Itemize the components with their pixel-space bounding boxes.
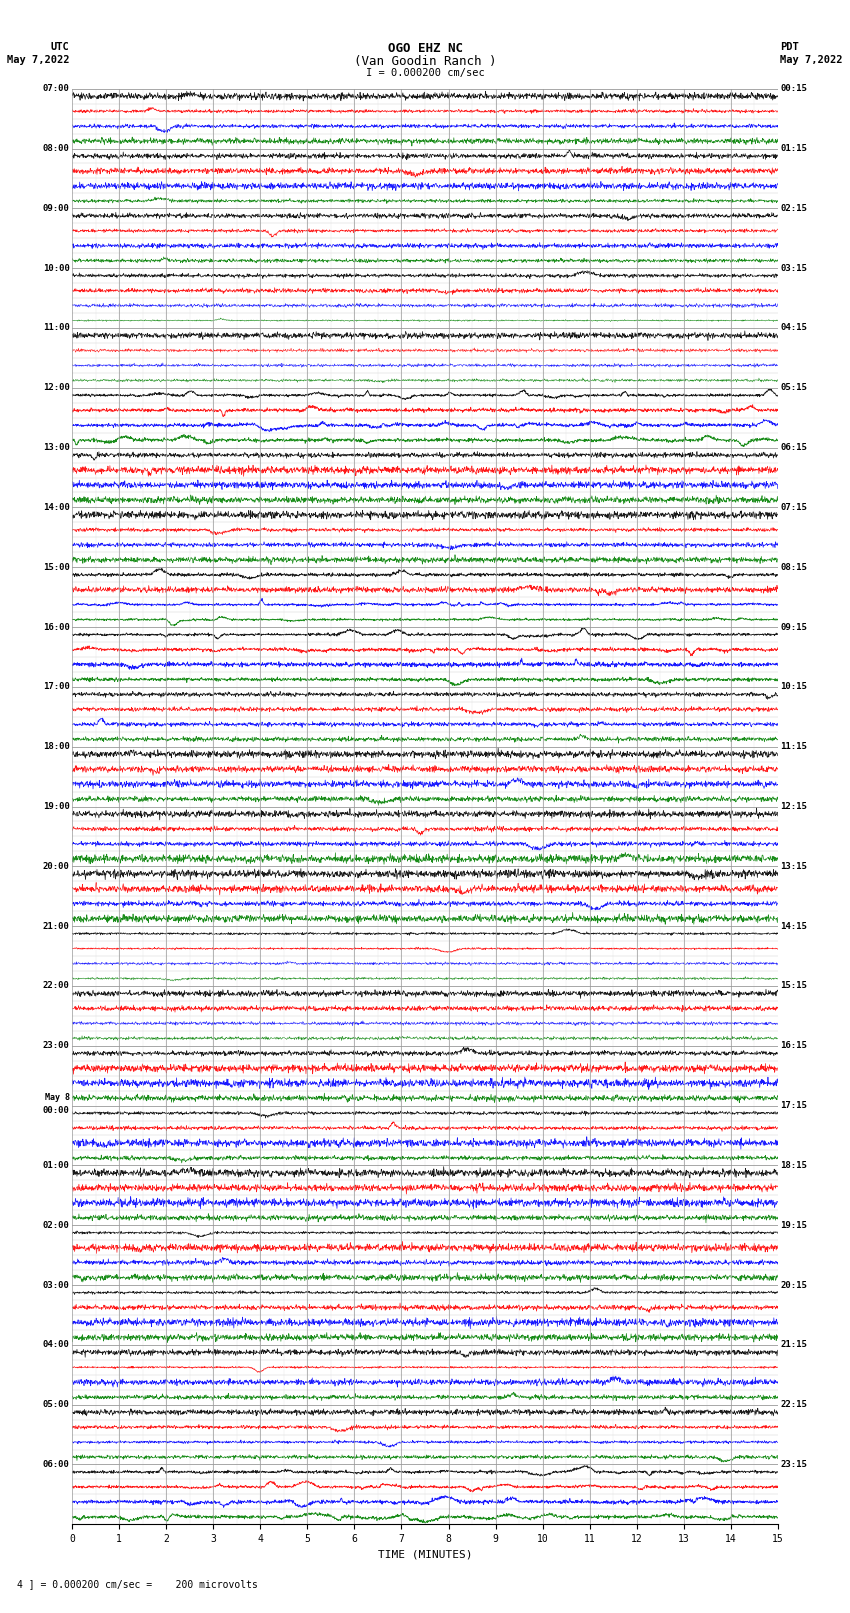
Text: 06:15: 06:15 <box>780 444 808 452</box>
Text: 09:15: 09:15 <box>780 623 808 632</box>
Text: 08:00: 08:00 <box>42 144 70 153</box>
Text: 12:15: 12:15 <box>780 802 808 811</box>
Text: 11:00: 11:00 <box>42 324 70 332</box>
Text: 20:00: 20:00 <box>42 861 70 871</box>
Text: May 7,2022: May 7,2022 <box>780 55 843 65</box>
Text: 00:00: 00:00 <box>42 1105 70 1115</box>
Text: 09:00: 09:00 <box>42 203 70 213</box>
Text: 13:00: 13:00 <box>42 444 70 452</box>
Text: I = 0.000200 cm/sec: I = 0.000200 cm/sec <box>366 68 484 77</box>
Text: 04:00: 04:00 <box>42 1340 70 1350</box>
Text: 23:00: 23:00 <box>42 1042 70 1050</box>
Text: 16:15: 16:15 <box>780 1042 808 1050</box>
Text: 07:15: 07:15 <box>780 503 808 511</box>
Text: 01:15: 01:15 <box>780 144 808 153</box>
Text: 20:15: 20:15 <box>780 1281 808 1289</box>
Text: UTC: UTC <box>51 42 70 52</box>
Text: (Van Goodin Ranch ): (Van Goodin Ranch ) <box>354 55 496 68</box>
Text: 00:15: 00:15 <box>780 84 808 94</box>
Text: 17:00: 17:00 <box>42 682 70 692</box>
Text: 01:00: 01:00 <box>42 1161 70 1169</box>
Text: 02:00: 02:00 <box>42 1221 70 1229</box>
Text: 10:00: 10:00 <box>42 263 70 273</box>
Text: 15:15: 15:15 <box>780 981 808 990</box>
Text: May 7,2022: May 7,2022 <box>7 55 70 65</box>
Text: 04:15: 04:15 <box>780 324 808 332</box>
Text: PDT: PDT <box>780 42 799 52</box>
Text: OGO EHZ NC: OGO EHZ NC <box>388 42 462 55</box>
Text: 03:00: 03:00 <box>42 1281 70 1289</box>
Text: 14:15: 14:15 <box>780 921 808 931</box>
Text: 05:00: 05:00 <box>42 1400 70 1410</box>
Text: 17:15: 17:15 <box>780 1102 808 1110</box>
Text: 05:15: 05:15 <box>780 384 808 392</box>
Text: 15:00: 15:00 <box>42 563 70 571</box>
Text: 11:15: 11:15 <box>780 742 808 752</box>
Text: 22:00: 22:00 <box>42 981 70 990</box>
Text: 21:15: 21:15 <box>780 1340 808 1350</box>
Text: 07:00: 07:00 <box>42 84 70 94</box>
Text: 14:00: 14:00 <box>42 503 70 511</box>
Text: 19:00: 19:00 <box>42 802 70 811</box>
Text: 12:00: 12:00 <box>42 384 70 392</box>
Text: 4 ] = 0.000200 cm/sec =    200 microvolts: 4 ] = 0.000200 cm/sec = 200 microvolts <box>17 1579 258 1589</box>
Text: 10:15: 10:15 <box>780 682 808 692</box>
Text: 23:15: 23:15 <box>780 1460 808 1469</box>
Text: 13:15: 13:15 <box>780 861 808 871</box>
X-axis label: TIME (MINUTES): TIME (MINUTES) <box>377 1550 473 1560</box>
Text: 02:15: 02:15 <box>780 203 808 213</box>
Text: 08:15: 08:15 <box>780 563 808 571</box>
Text: 03:15: 03:15 <box>780 263 808 273</box>
Text: 18:00: 18:00 <box>42 742 70 752</box>
Text: 06:00: 06:00 <box>42 1460 70 1469</box>
Text: 21:00: 21:00 <box>42 921 70 931</box>
Text: 16:00: 16:00 <box>42 623 70 632</box>
Text: 19:15: 19:15 <box>780 1221 808 1229</box>
Text: 18:15: 18:15 <box>780 1161 808 1169</box>
Text: 22:15: 22:15 <box>780 1400 808 1410</box>
Text: May 8: May 8 <box>45 1094 70 1102</box>
